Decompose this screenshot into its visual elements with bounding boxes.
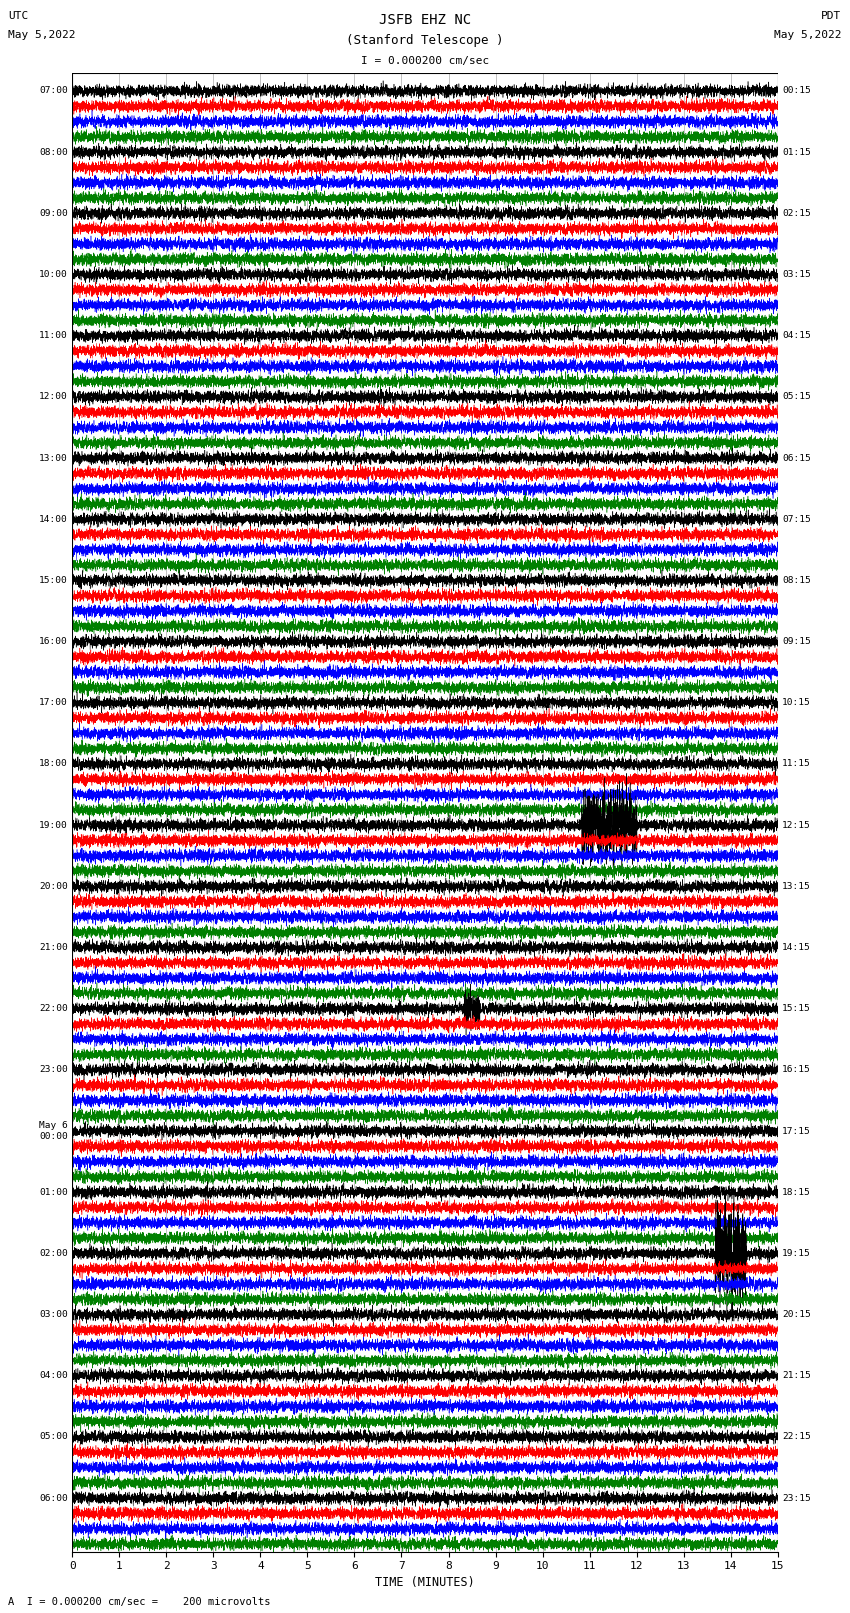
Text: 17:00: 17:00 <box>39 698 68 706</box>
Text: 05:00: 05:00 <box>39 1432 68 1442</box>
Text: 14:00: 14:00 <box>39 515 68 524</box>
Text: May 6
00:00: May 6 00:00 <box>39 1121 68 1140</box>
Text: 11:00: 11:00 <box>39 331 68 340</box>
Text: 16:15: 16:15 <box>782 1065 811 1074</box>
X-axis label: TIME (MINUTES): TIME (MINUTES) <box>375 1576 475 1589</box>
Text: I = 0.000200 cm/sec: I = 0.000200 cm/sec <box>361 56 489 66</box>
Text: 07:15: 07:15 <box>782 515 811 524</box>
Text: 20:00: 20:00 <box>39 882 68 890</box>
Text: 20:15: 20:15 <box>782 1310 811 1319</box>
Text: A  I = 0.000200 cm/sec =    200 microvolts: A I = 0.000200 cm/sec = 200 microvolts <box>8 1597 271 1607</box>
Text: 22:15: 22:15 <box>782 1432 811 1442</box>
Text: 12:15: 12:15 <box>782 821 811 829</box>
Text: 01:00: 01:00 <box>39 1187 68 1197</box>
Text: 07:00: 07:00 <box>39 87 68 95</box>
Text: 19:15: 19:15 <box>782 1248 811 1258</box>
Text: 11:15: 11:15 <box>782 760 811 768</box>
Text: 02:00: 02:00 <box>39 1248 68 1258</box>
Text: 08:15: 08:15 <box>782 576 811 586</box>
Text: 18:00: 18:00 <box>39 760 68 768</box>
Text: 23:00: 23:00 <box>39 1065 68 1074</box>
Text: 10:15: 10:15 <box>782 698 811 706</box>
Text: 15:00: 15:00 <box>39 576 68 586</box>
Text: 13:00: 13:00 <box>39 453 68 463</box>
Text: 05:15: 05:15 <box>782 392 811 402</box>
Text: 06:15: 06:15 <box>782 453 811 463</box>
Text: 13:15: 13:15 <box>782 882 811 890</box>
Text: 18:15: 18:15 <box>782 1187 811 1197</box>
Text: 09:00: 09:00 <box>39 208 68 218</box>
Text: (Stanford Telescope ): (Stanford Telescope ) <box>346 34 504 47</box>
Text: 09:15: 09:15 <box>782 637 811 647</box>
Text: May 5,2022: May 5,2022 <box>8 31 76 40</box>
Text: 21:15: 21:15 <box>782 1371 811 1381</box>
Text: 01:15: 01:15 <box>782 148 811 156</box>
Text: PDT: PDT <box>821 11 842 21</box>
Text: 15:15: 15:15 <box>782 1005 811 1013</box>
Text: May 5,2022: May 5,2022 <box>774 31 842 40</box>
Text: 03:00: 03:00 <box>39 1310 68 1319</box>
Text: 08:00: 08:00 <box>39 148 68 156</box>
Text: 21:00: 21:00 <box>39 944 68 952</box>
Text: 10:00: 10:00 <box>39 269 68 279</box>
Text: JSFB EHZ NC: JSFB EHZ NC <box>379 13 471 27</box>
Text: 14:15: 14:15 <box>782 944 811 952</box>
Text: 03:15: 03:15 <box>782 269 811 279</box>
Text: 23:15: 23:15 <box>782 1494 811 1503</box>
Text: 12:00: 12:00 <box>39 392 68 402</box>
Text: 02:15: 02:15 <box>782 208 811 218</box>
Text: 00:15: 00:15 <box>782 87 811 95</box>
Text: 16:00: 16:00 <box>39 637 68 647</box>
Text: 04:15: 04:15 <box>782 331 811 340</box>
Text: 04:00: 04:00 <box>39 1371 68 1381</box>
Text: UTC: UTC <box>8 11 29 21</box>
Text: 22:00: 22:00 <box>39 1005 68 1013</box>
Text: 06:00: 06:00 <box>39 1494 68 1503</box>
Text: 17:15: 17:15 <box>782 1126 811 1136</box>
Text: 19:00: 19:00 <box>39 821 68 829</box>
